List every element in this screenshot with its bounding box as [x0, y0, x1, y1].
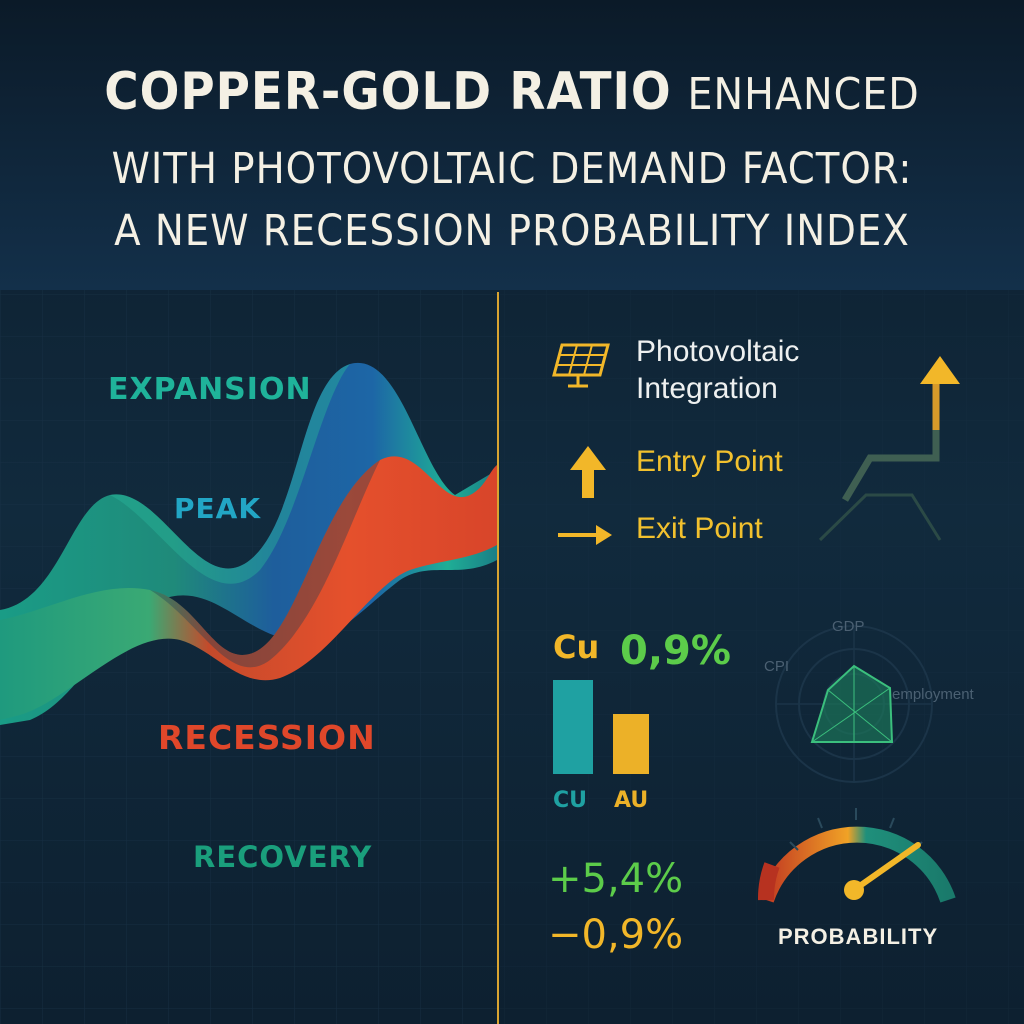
- negative-change: −0,9%: [548, 912, 684, 958]
- cu-change: 0,9%: [620, 628, 731, 674]
- legend-entry-point: Entry Point: [636, 445, 783, 478]
- solar-panel-icon: [552, 343, 610, 388]
- au-bar: [613, 714, 649, 774]
- gauge-arc: [758, 826, 956, 903]
- title-line-1: COPPER-GOLD RATIO ENHANCED: [0, 62, 1024, 122]
- radar-label-employment: employment: [892, 686, 974, 703]
- wave-back: [0, 362, 497, 725]
- up-arrow-icon: [920, 356, 960, 384]
- title-line-2: WITH PHOTOVOLTAIC DEMAND FACTOR:: [111, 144, 913, 194]
- gauge-hub: [844, 880, 864, 900]
- phase-expansion: EXPANSION: [108, 372, 312, 407]
- phase-recession: RECESSION: [158, 718, 376, 757]
- gauge-label: PROBABILITY: [778, 924, 939, 949]
- up-arrow-icon: [570, 446, 606, 498]
- legend-photovoltaic-line2: Integration: [636, 372, 778, 405]
- radar-label-cpi: CPI: [764, 658, 790, 675]
- wave-back-highlight: [110, 364, 350, 584]
- wave-front-shade: [150, 460, 380, 668]
- cu-bar-label: CU: [553, 788, 588, 813]
- radar-label-gdp: GDP: [832, 618, 865, 635]
- legend-photovoltaic-line1: Photovoltaic: [636, 335, 800, 368]
- title-line1-rest: ENHANCED: [687, 69, 920, 120]
- step-path-decoration: [818, 356, 960, 542]
- wave-front: [0, 456, 497, 720]
- right-arrow-icon: [558, 525, 612, 545]
- positive-change: +5,4%: [548, 856, 684, 902]
- header-band: [0, 0, 1024, 290]
- legend-exit-point: Exit Point: [636, 512, 763, 545]
- business-cycle-waves: [0, 362, 497, 725]
- cu-bar: [553, 680, 593, 774]
- au-bar-label: AU: [614, 788, 649, 813]
- phase-recovery: RECOVERY: [193, 840, 373, 874]
- title-line-3: A NEW RECESSION PROBABILITY INDEX: [114, 206, 910, 256]
- radar-shape: [810, 664, 894, 743]
- probability-gauge: [758, 808, 956, 903]
- phase-peak: PEAK: [174, 492, 262, 525]
- cu-symbol: Cu: [553, 628, 600, 666]
- gauge-needle: [851, 842, 921, 893]
- title-bold: COPPER-GOLD RATIO: [104, 62, 672, 122]
- radar-chart: [775, 625, 933, 783]
